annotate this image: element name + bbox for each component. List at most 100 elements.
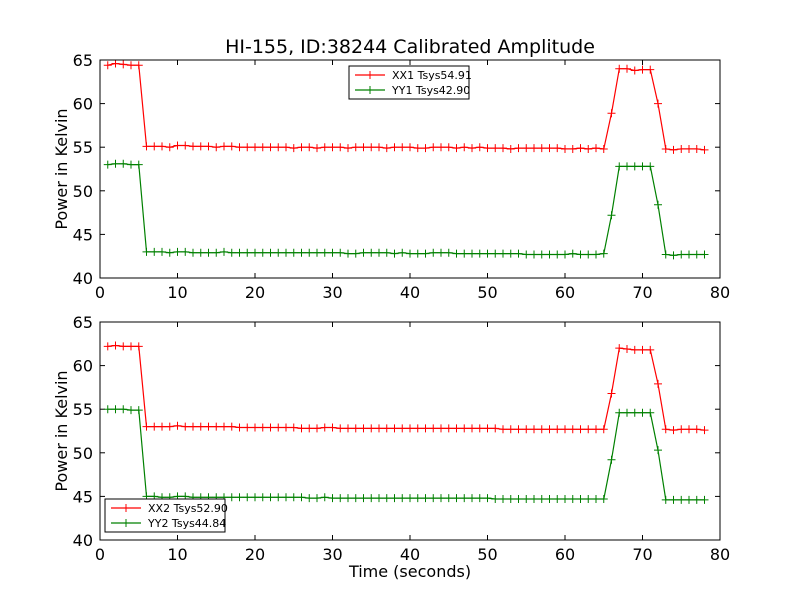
data-point	[305, 143, 314, 152]
data-point	[506, 249, 515, 258]
data-point	[491, 424, 500, 433]
legend: XX1 Tsys54.91 YY1 Tsys42.90	[348, 65, 472, 100]
x-tick-label: 70	[632, 283, 652, 302]
data-point	[553, 250, 562, 259]
data-point	[158, 142, 166, 151]
data-point	[685, 425, 693, 434]
data-point	[212, 248, 221, 257]
data-point	[630, 408, 639, 417]
data-point	[413, 249, 422, 258]
data-point	[437, 143, 445, 152]
data-point	[181, 247, 190, 256]
data-point	[235, 248, 244, 257]
data-point	[413, 424, 422, 433]
x-tick-label: 50	[477, 283, 497, 302]
data-point	[165, 422, 174, 431]
data-point	[204, 142, 213, 151]
data-point	[654, 99, 662, 108]
data-point	[421, 424, 430, 433]
x-tick-label: 80	[710, 545, 730, 564]
data-point	[359, 494, 368, 503]
data-point	[646, 65, 655, 74]
data-point	[119, 405, 128, 414]
data-point	[530, 425, 538, 434]
data-point	[499, 249, 507, 258]
data-point	[654, 446, 662, 455]
legend-marker	[366, 71, 374, 79]
data-point	[196, 142, 205, 151]
data-point	[530, 495, 538, 504]
data-point	[406, 494, 414, 503]
data-point	[398, 248, 407, 257]
data-point	[313, 424, 321, 433]
data-point	[483, 144, 492, 153]
y-tick-label: 40	[73, 531, 93, 550]
data-point	[359, 143, 368, 152]
data-point	[468, 424, 476, 433]
data-point	[320, 248, 329, 257]
data-point	[584, 144, 593, 153]
data-point	[266, 493, 275, 502]
data-point	[638, 345, 647, 354]
data-point	[367, 248, 376, 257]
data-point	[196, 248, 205, 257]
data-point	[514, 495, 523, 504]
data-point	[537, 144, 546, 153]
data-point	[437, 424, 445, 433]
data-point	[111, 341, 120, 350]
x-tick-label: 40	[400, 545, 420, 564]
data-point	[429, 494, 438, 503]
data-point	[375, 424, 383, 433]
data-point	[266, 423, 275, 432]
data-point	[328, 248, 337, 257]
data-point	[421, 249, 430, 258]
data-point	[297, 143, 306, 152]
chart-title: HI-155, ID:38244 Calibrated Amplitude	[225, 36, 595, 58]
data-point	[127, 406, 135, 415]
data-point	[576, 495, 585, 504]
data-point	[212, 422, 221, 431]
data-point	[336, 424, 345, 433]
data-point	[382, 494, 391, 503]
data-point	[297, 493, 306, 502]
data-point	[367, 143, 376, 152]
data-point	[615, 408, 624, 417]
data-point	[499, 425, 507, 434]
data-point	[561, 144, 569, 153]
data-point	[700, 495, 709, 504]
data-point	[305, 248, 314, 257]
x-tick-label: 0	[95, 545, 105, 564]
data-point	[599, 144, 608, 153]
data-point	[444, 494, 453, 503]
data-point	[685, 495, 693, 504]
data-point	[359, 248, 368, 257]
data-point	[243, 423, 252, 432]
x-tick-label: 60	[555, 283, 575, 302]
data-point	[584, 250, 593, 259]
data-point	[220, 247, 228, 256]
data-point	[700, 250, 709, 259]
data-point	[499, 495, 507, 504]
data-point	[615, 344, 624, 353]
data-point	[251, 248, 259, 257]
data-point	[692, 144, 701, 153]
data-point	[204, 422, 213, 431]
data-point	[258, 423, 267, 432]
data-point	[111, 159, 120, 168]
data-point	[491, 249, 500, 258]
data-point	[623, 345, 631, 354]
data-point	[685, 144, 693, 153]
series-2	[103, 405, 709, 504]
data-point	[189, 248, 197, 257]
data-point	[499, 144, 507, 153]
data-point	[220, 142, 228, 151]
data-point	[375, 494, 383, 503]
data-point	[514, 249, 523, 258]
data-point	[266, 248, 275, 257]
x-tick-label: 20	[245, 545, 265, 564]
legend: XX2 Tsys52.90 YY2 Tsys44.84	[104, 498, 228, 533]
data-point	[103, 61, 112, 70]
data-point	[630, 66, 639, 75]
data-point	[282, 493, 290, 502]
data-point	[103, 160, 112, 169]
